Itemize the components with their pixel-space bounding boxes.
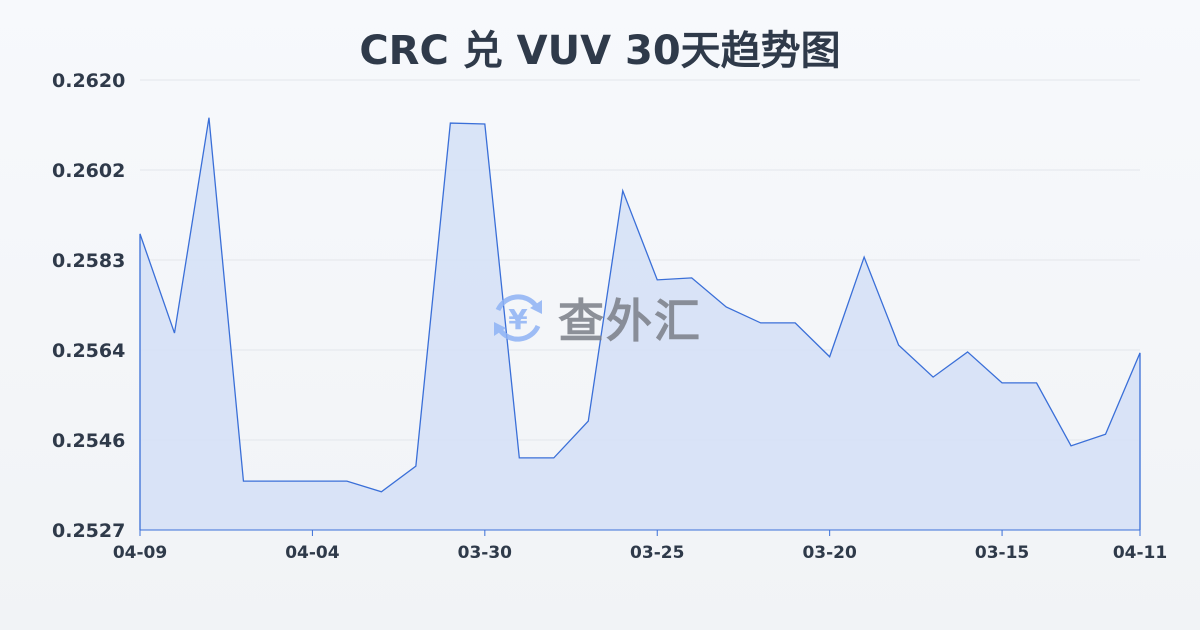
y-tick-label: 0.2620	[52, 70, 125, 92]
y-tick-label: 0.2527	[52, 520, 125, 542]
y-tick-label: 0.2564	[52, 340, 125, 362]
x-tick-label: 03-25	[630, 543, 684, 563]
y-tick-label: 0.2583	[52, 250, 125, 272]
area-fill	[140, 117, 1140, 530]
series-line	[139, 117, 1141, 493]
y-tick-label: 0.2602	[52, 160, 125, 182]
x-tick-label: 04-04	[285, 543, 340, 563]
y-tick-label: 0.2546	[52, 430, 125, 452]
x-tick-label: 03-15	[975, 543, 1029, 563]
x-tick-label: 03-20	[802, 543, 857, 563]
svg-text:¥: ¥	[508, 303, 528, 336]
x-tick-label: 04-09	[113, 543, 167, 563]
watermark: ¥ 查外汇	[488, 285, 702, 351]
x-tick-label: 03-30	[458, 543, 513, 563]
chart-title: CRC 兑 VUV 30天趋势图	[359, 28, 841, 74]
yen-exchange-icon: ¥	[494, 294, 542, 342]
watermark-text: 查外汇	[558, 294, 702, 348]
x-tick-label: 04-11	[1113, 543, 1167, 563]
